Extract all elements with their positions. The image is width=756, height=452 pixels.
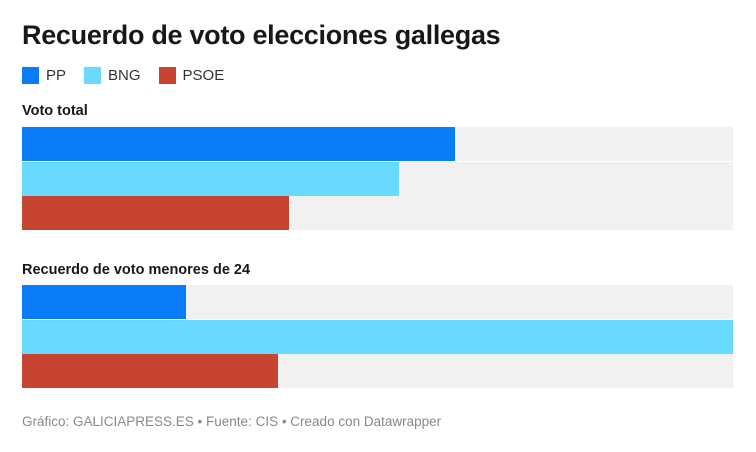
bar-track xyxy=(22,161,733,196)
legend: PP BNG PSOE xyxy=(22,67,224,84)
bar-track xyxy=(22,127,733,161)
footer-credits: Gráfico: GALICIAPRESS.ES • Fuente: CIS •… xyxy=(22,414,442,429)
legend-item-bng: BNG xyxy=(84,67,141,84)
bar-psoe-group-1 xyxy=(22,196,290,230)
bar-bng-group-2 xyxy=(22,319,733,354)
bar-pp-group-1 xyxy=(22,127,455,161)
legend-label-bng: BNG xyxy=(108,67,141,84)
bar-track xyxy=(22,354,733,388)
bar-bng-group-1 xyxy=(22,161,399,196)
chart-title: Recuerdo de voto elecciones gallegas xyxy=(22,20,501,50)
legend-label-pp: PP xyxy=(46,67,67,84)
bar-pp-group-2 xyxy=(22,285,187,319)
bar-psoe-group-2 xyxy=(22,354,278,388)
bar-track xyxy=(22,285,733,319)
group-label-menores-24: Recuerdo de voto menores de 24 xyxy=(22,262,251,278)
legend-swatch-pp xyxy=(22,67,39,84)
legend-swatch-psoe xyxy=(158,67,176,84)
legend-item-pp: PP xyxy=(22,67,66,84)
bar-track xyxy=(22,196,733,230)
legend-label-psoe: PSOE xyxy=(182,67,225,84)
bar-track xyxy=(22,319,733,354)
legend-swatch-bng xyxy=(84,67,102,84)
group-label-voto-total: Voto total xyxy=(22,103,88,119)
legend-item-psoe: PSOE xyxy=(158,67,225,84)
